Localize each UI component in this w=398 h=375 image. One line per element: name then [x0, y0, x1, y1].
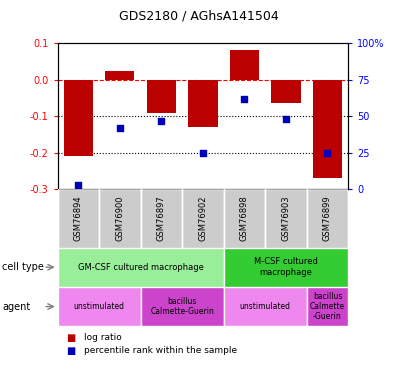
Text: GDS2180 / AGhsA141504: GDS2180 / AGhsA141504	[119, 9, 279, 22]
Text: percentile rank within the sample: percentile rank within the sample	[84, 346, 237, 355]
Bar	[105, 70, 135, 80]
Text: GSM76898: GSM76898	[240, 196, 249, 242]
Text: ■: ■	[66, 333, 75, 342]
Bar	[64, 80, 93, 156]
Bar	[307, 287, 348, 326]
Text: GM-CSF cultured macrophage: GM-CSF cultured macrophage	[78, 262, 204, 272]
Point	[241, 96, 248, 102]
Text: GSM76899: GSM76899	[323, 196, 332, 241]
Text: M-CSF cultured
macrophage: M-CSF cultured macrophage	[254, 258, 318, 277]
Bar	[141, 189, 182, 248]
Bar	[99, 189, 141, 248]
Bar	[224, 248, 348, 287]
Point	[158, 118, 165, 124]
Text: bacillus
Calmette-Guerin: bacillus Calmette-Guerin	[150, 297, 214, 316]
Text: GSM76894: GSM76894	[74, 196, 83, 241]
Text: GSM76902: GSM76902	[199, 196, 207, 241]
Bar	[307, 189, 348, 248]
Text: log ratio: log ratio	[84, 333, 121, 342]
Bar	[313, 80, 342, 178]
Point	[324, 150, 331, 156]
Text: bacillus
Calmette
-Guerin: bacillus Calmette -Guerin	[310, 292, 345, 321]
Point	[283, 116, 289, 122]
Bar	[271, 80, 300, 104]
Text: unstimulated: unstimulated	[74, 302, 125, 311]
Bar	[141, 287, 224, 326]
Bar	[58, 248, 224, 287]
Text: unstimulated: unstimulated	[240, 302, 291, 311]
Text: cell type: cell type	[2, 262, 44, 272]
Bar	[182, 189, 224, 248]
Bar	[189, 80, 218, 127]
Point	[75, 182, 82, 188]
Bar	[230, 51, 259, 80]
Point	[117, 125, 123, 131]
Text: GSM76900: GSM76900	[115, 196, 125, 241]
Bar	[58, 287, 141, 326]
Text: agent: agent	[2, 302, 30, 312]
Bar	[224, 287, 307, 326]
Bar	[265, 189, 307, 248]
Text: ■: ■	[66, 346, 75, 355]
Bar	[58, 189, 99, 248]
Text: GSM76903: GSM76903	[281, 196, 291, 241]
Bar	[224, 189, 265, 248]
Bar	[147, 80, 176, 112]
Point	[200, 150, 206, 156]
Text: GSM76897: GSM76897	[157, 196, 166, 242]
